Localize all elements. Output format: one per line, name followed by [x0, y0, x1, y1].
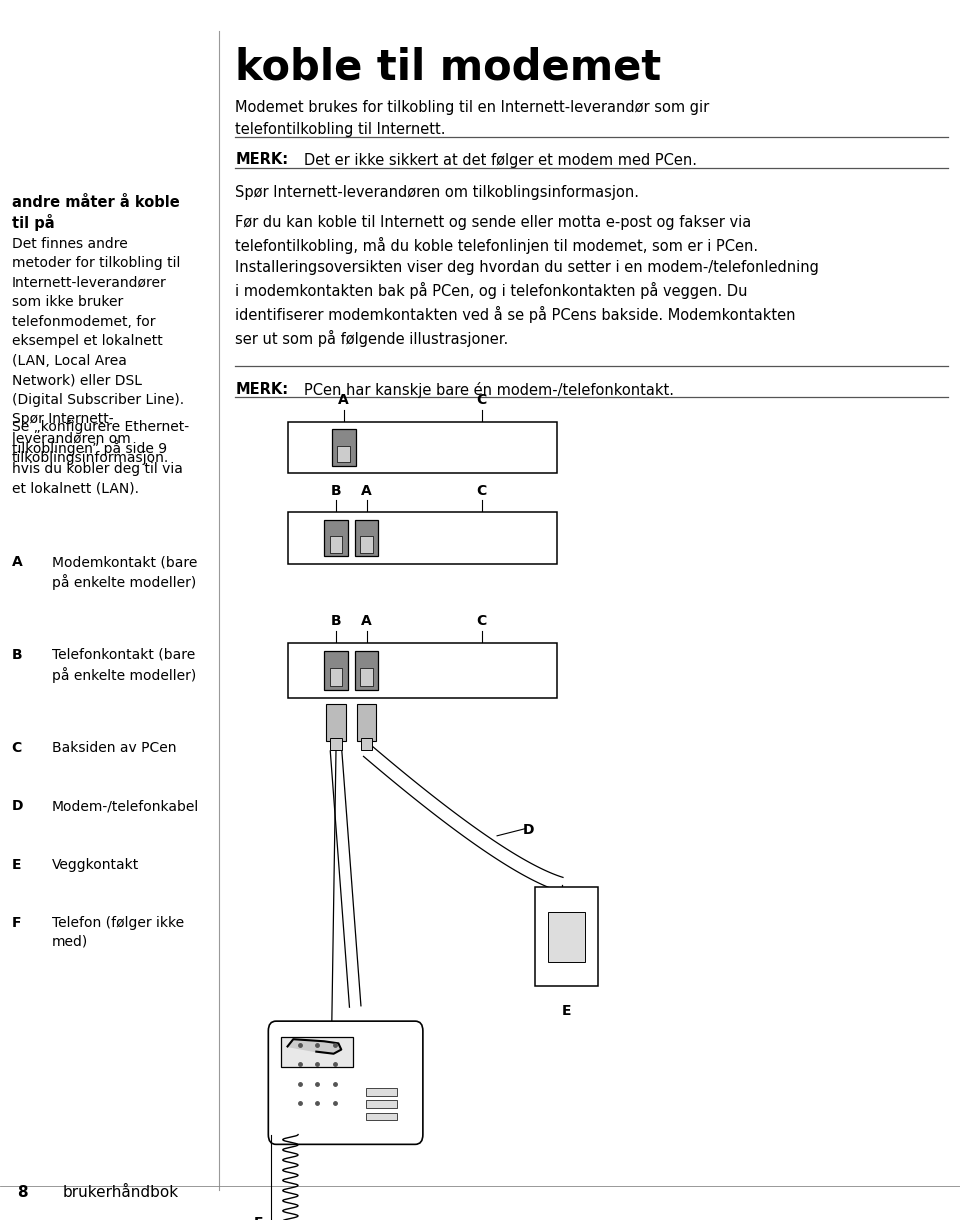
- FancyBboxPatch shape: [324, 520, 348, 556]
- Text: A: A: [12, 555, 22, 569]
- FancyBboxPatch shape: [357, 704, 376, 741]
- Text: MERK:: MERK:: [235, 152, 288, 167]
- FancyBboxPatch shape: [547, 911, 586, 961]
- Text: andre måter å koble
til på: andre måter å koble til på: [12, 195, 180, 232]
- Text: F: F: [12, 916, 21, 930]
- Text: Det er ikke sikkert at det følger et modem med PCen.: Det er ikke sikkert at det følger et mod…: [304, 152, 697, 167]
- FancyBboxPatch shape: [535, 887, 598, 986]
- Text: koble til modemet: koble til modemet: [235, 46, 661, 88]
- Text: Telefonkontakt (bare
på enkelte modeller): Telefonkontakt (bare på enkelte modeller…: [52, 648, 196, 683]
- Text: 8: 8: [17, 1186, 28, 1200]
- FancyBboxPatch shape: [330, 738, 342, 750]
- FancyBboxPatch shape: [355, 651, 378, 689]
- Text: C: C: [12, 741, 22, 754]
- Text: Baksiden av PCen: Baksiden av PCen: [52, 741, 177, 754]
- FancyBboxPatch shape: [288, 643, 557, 698]
- FancyBboxPatch shape: [329, 537, 343, 553]
- FancyBboxPatch shape: [324, 651, 348, 689]
- FancyBboxPatch shape: [326, 704, 346, 741]
- FancyBboxPatch shape: [367, 1113, 397, 1120]
- Polygon shape: [280, 1037, 352, 1068]
- Polygon shape: [288, 1039, 342, 1054]
- Text: brukerhåndbok: brukerhåndbok: [62, 1186, 179, 1200]
- Text: C: C: [476, 394, 487, 407]
- Text: Telefon (følger ikke
med): Telefon (følger ikke med): [52, 916, 184, 949]
- Text: Spør Internett-leverandøren om tilkoblingsinformasjon.: Spør Internett-leverandøren om tilkoblin…: [235, 185, 639, 200]
- Text: Modem-/telefonkabel: Modem-/telefonkabel: [52, 799, 199, 813]
- Text: A: A: [361, 615, 372, 628]
- Text: B: B: [330, 484, 342, 498]
- Text: E: E: [12, 858, 21, 871]
- FancyBboxPatch shape: [355, 520, 378, 556]
- Text: C: C: [476, 484, 487, 498]
- Text: Før du kan koble til Internett og sende eller motta e-post og fakser via
telefon: Før du kan koble til Internett og sende …: [235, 215, 819, 346]
- FancyBboxPatch shape: [360, 537, 373, 553]
- FancyBboxPatch shape: [360, 669, 373, 686]
- Text: Det finnes andre
metoder for tilkobling til
Internett-leverandører
som ikke bruk: Det finnes andre metoder for tilkobling …: [12, 237, 183, 465]
- FancyBboxPatch shape: [329, 669, 343, 686]
- FancyBboxPatch shape: [367, 1100, 397, 1108]
- Text: Modemkontakt (bare
på enkelte modeller): Modemkontakt (bare på enkelte modeller): [52, 555, 197, 590]
- Text: E: E: [562, 1004, 571, 1017]
- FancyBboxPatch shape: [288, 512, 557, 564]
- Text: D: D: [12, 799, 23, 813]
- Text: C: C: [476, 615, 487, 628]
- FancyBboxPatch shape: [367, 1088, 397, 1096]
- FancyBboxPatch shape: [331, 429, 355, 466]
- Text: PCen har kanskje bare én modem-/telefonkontakt.: PCen har kanskje bare én modem-/telefonk…: [304, 382, 674, 398]
- Text: MERK:: MERK:: [235, 382, 288, 396]
- Text: A: A: [338, 394, 349, 407]
- FancyBboxPatch shape: [361, 738, 372, 750]
- FancyBboxPatch shape: [337, 447, 350, 462]
- Text: B: B: [330, 615, 342, 628]
- Text: D: D: [523, 824, 535, 837]
- Text: Modemet brukes for tilkobling til en Internett-leverandør som gir
telefontilkobl: Modemet brukes for tilkobling til en Int…: [235, 100, 709, 137]
- Text: F: F: [254, 1216, 263, 1220]
- Text: B: B: [12, 648, 22, 661]
- FancyBboxPatch shape: [268, 1021, 422, 1144]
- Text: Se „konfigurere Ethernet-
tilkoblingen” på side 9
hvis du kobler deg til via
et : Se „konfigurere Ethernet- tilkoblingen” …: [12, 420, 189, 495]
- FancyBboxPatch shape: [288, 422, 557, 473]
- Text: Veggkontakt: Veggkontakt: [52, 858, 139, 871]
- Text: A: A: [361, 484, 372, 498]
